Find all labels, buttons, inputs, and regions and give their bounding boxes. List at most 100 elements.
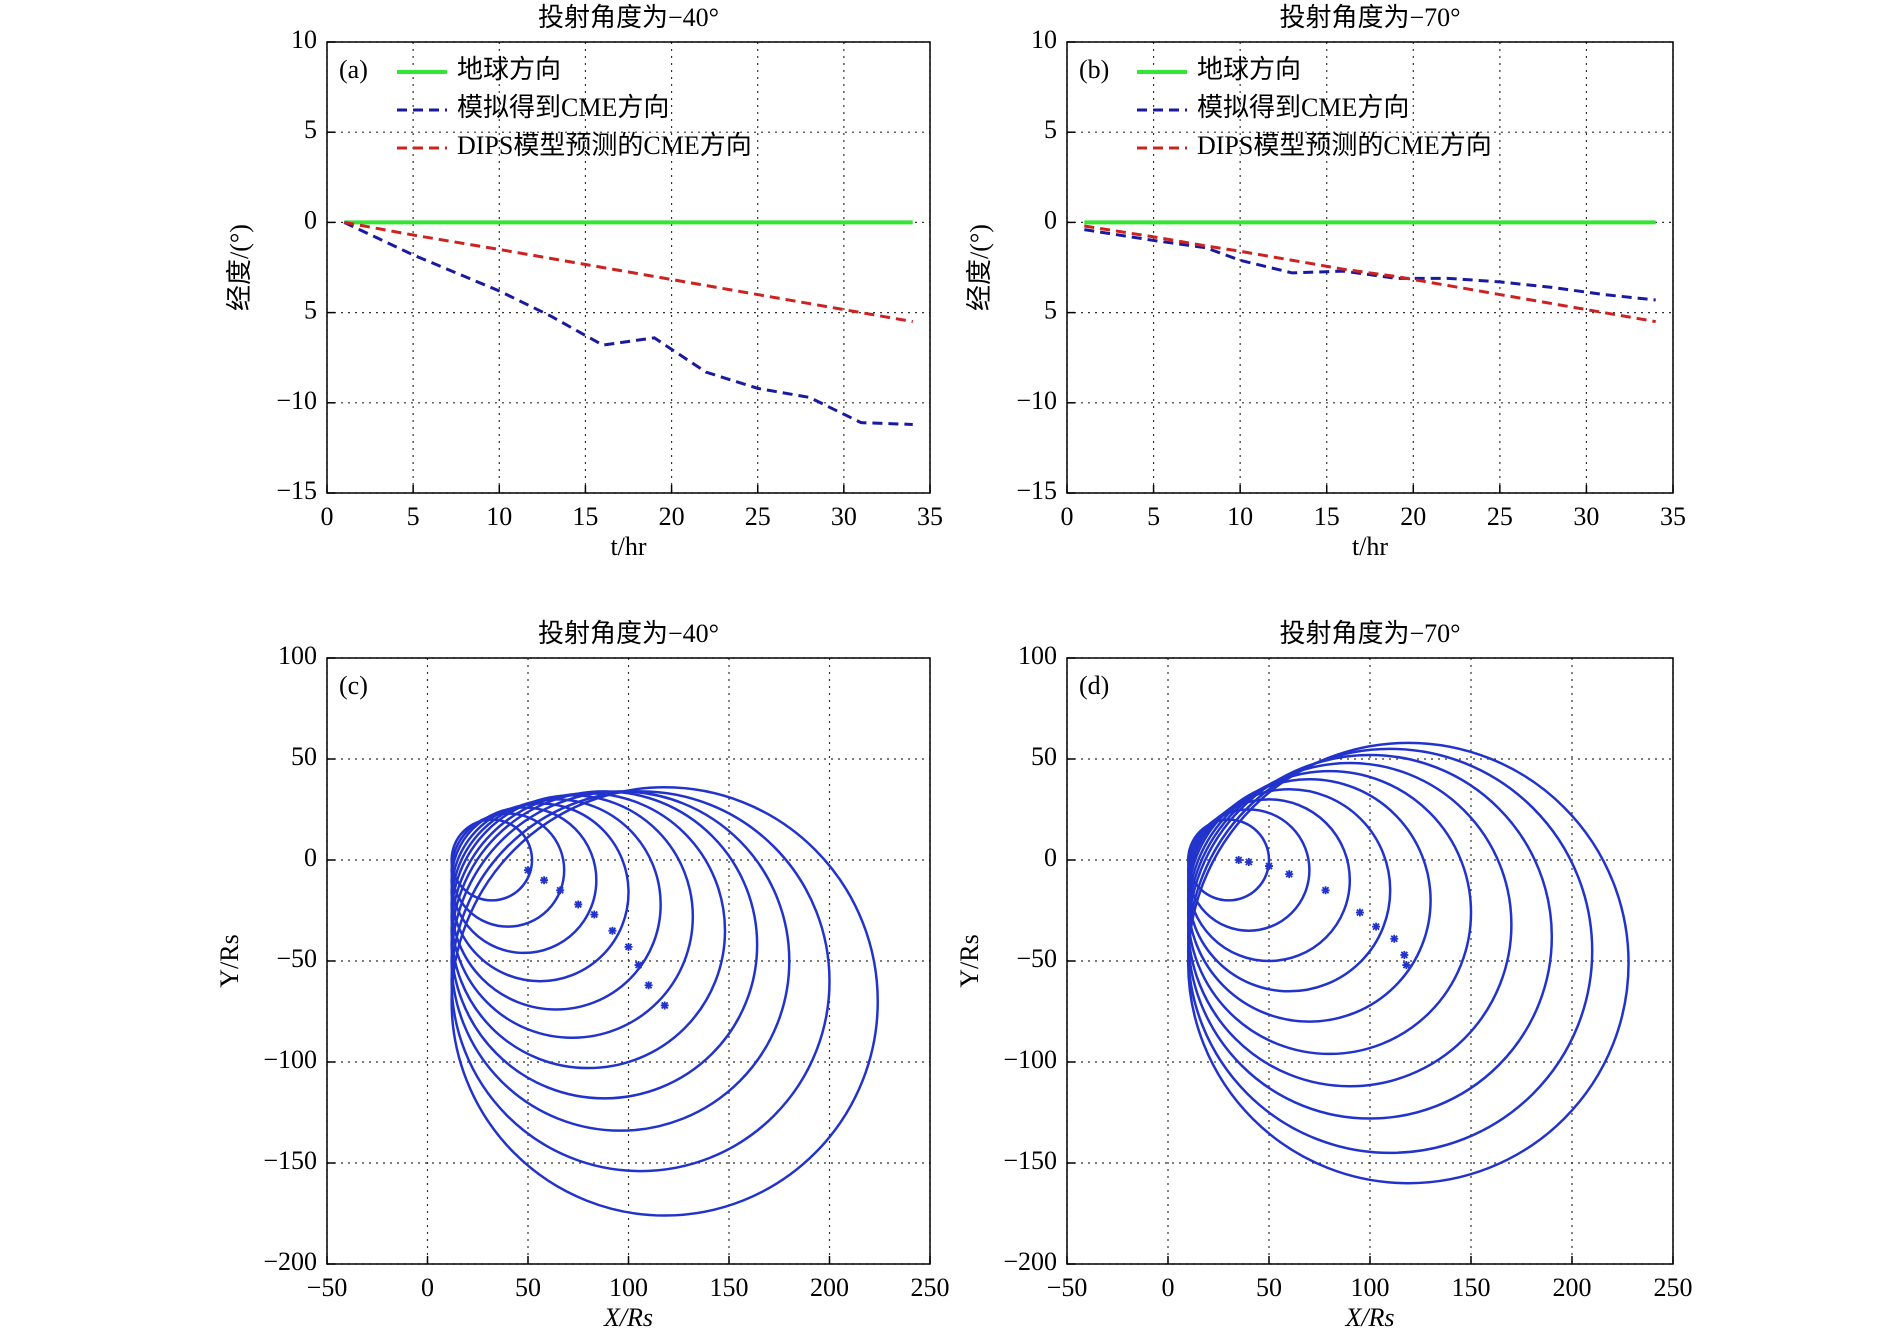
x-tick-label: 50 (515, 1273, 541, 1302)
y-tick-label: 100 (278, 641, 317, 670)
center-marker (556, 886, 565, 895)
center-marker (524, 866, 532, 875)
y-tick-label: −200 (1003, 1247, 1057, 1276)
x-tick-label: 0 (1061, 502, 1074, 531)
subplot: 投射角度为−40° 0 5 10 15 20 25 30 35 −15 −10 5 0 5 10 t/hr 经度… (225, 3, 943, 561)
x-axis-label: t/hr (1352, 532, 1388, 561)
axes-frame (1066, 657, 1674, 1265)
axes-frame (1066, 41, 1674, 494)
y-axis-label: 经度/(°) (225, 224, 254, 311)
cme-circle (1186, 741, 1630, 1185)
center-marker (1400, 950, 1409, 959)
center-marker (634, 961, 643, 970)
center-marker (1402, 961, 1411, 970)
cme-circle (450, 802, 630, 983)
x-tick-label: 20 (659, 502, 685, 531)
x-tick-label: 150 (710, 1273, 749, 1302)
y-tick-label: 5 (1044, 296, 1057, 325)
panel-label: (d) (1079, 671, 1109, 700)
x-tick-label: 250 (1654, 1273, 1693, 1302)
x-tick-label: 25 (1487, 502, 1513, 531)
x-tick-label: 20 (1400, 502, 1426, 531)
cme-circle (450, 794, 695, 1040)
x-tick-label: −50 (1047, 1273, 1088, 1302)
y-tick-label: 50 (291, 742, 317, 771)
x-tick-label: 30 (1573, 502, 1599, 531)
x-tick-label: 15 (572, 502, 598, 531)
x-tick-label: 0 (1162, 1273, 1175, 1302)
x-tick-label: 5 (1147, 502, 1160, 531)
x-tick-label: 50 (1256, 1273, 1282, 1302)
center-marker (624, 942, 633, 951)
y-axis-label: Y/Rs (955, 934, 984, 987)
y-tick-label: 5 (304, 115, 317, 144)
subplot: 投射角度为−40° −50 0 50 100 150 200 250 −200 −150 −100 −… (215, 619, 950, 1332)
center-marker (1285, 870, 1294, 879)
x-tick-label: 10 (486, 502, 512, 531)
center-marker (1234, 856, 1243, 864)
x-tick-label: 35 (917, 502, 943, 531)
x-tick-label: 15 (1314, 502, 1340, 531)
cme-circle (450, 790, 831, 1173)
subplot-title: 投射角度为−40° (538, 619, 719, 648)
x-tick-label: 0 (321, 502, 334, 531)
center-marker (1372, 922, 1381, 931)
x-tick-label: 10 (1227, 502, 1253, 531)
center-marker (1321, 886, 1330, 895)
subplot-title: 投射角度为−70° (1279, 619, 1460, 648)
axes-frame (326, 657, 931, 1265)
x-tick-label: 35 (1660, 502, 1686, 531)
legend-label: 模拟得到CME方向 (457, 93, 669, 122)
y-tick-label: 10 (291, 25, 317, 54)
x-axis-label: t/hr (610, 532, 646, 561)
y-tick-label: 100 (1018, 641, 1057, 670)
center-marker (1355, 908, 1364, 917)
y-tick-label: −100 (263, 1045, 317, 1074)
y-tick-label: 50 (1031, 742, 1057, 771)
center-marker (590, 910, 599, 919)
center-marker (540, 876, 549, 885)
y-tick-label: 0 (1044, 843, 1057, 872)
center-marker (1244, 858, 1253, 867)
y-tick-label: −15 (1016, 476, 1057, 505)
legend-label: 地球方向 (457, 55, 561, 84)
x-tick-label: 150 (1452, 1273, 1491, 1302)
x-tick-label: 5 (407, 502, 420, 531)
x-tick-label: 30 (831, 502, 857, 531)
center-marker (1390, 934, 1399, 943)
center-marker (1265, 862, 1273, 871)
x-tick-label: 200 (1553, 1273, 1592, 1302)
x-tick-label: 250 (911, 1273, 950, 1302)
panel-label: (b) (1079, 55, 1109, 84)
legend-label: DIPS模型预测的CME方向 (457, 131, 752, 160)
cme-circle (450, 790, 759, 1100)
x-tick-label: 200 (810, 1273, 849, 1302)
y-axis-label: Y/Rs (215, 934, 244, 987)
cme-circle (450, 798, 662, 1011)
y-axis-label: 经度/(°) (965, 224, 994, 311)
legend-label: 地球方向 (1197, 55, 1301, 84)
x-tick-label: 100 (609, 1273, 648, 1302)
y-tick-label: −200 (263, 1247, 317, 1276)
y-tick-label: −50 (276, 944, 317, 973)
legend-label: DIPS模型预测的CME方向 (1197, 131, 1492, 160)
y-tick-label: 0 (304, 843, 317, 872)
y-tick-label: 10 (1031, 25, 1057, 54)
x-axis-label: X/Rs (603, 1303, 653, 1332)
line-series (1084, 228, 1656, 302)
line-series (343, 220, 914, 324)
y-tick-label: −10 (276, 386, 317, 415)
y-tick-label: −150 (1003, 1146, 1057, 1175)
subplot-title: 投射角度为−40° (538, 3, 719, 32)
x-tick-label: 100 (1351, 1273, 1390, 1302)
panel-label: (a) (339, 55, 368, 84)
y-tick-label: −100 (1003, 1045, 1057, 1074)
y-tick-label: 0 (1044, 205, 1057, 234)
axes-frame (326, 41, 931, 494)
subplot: 投射角度为−70° −50 0 50 100 150 200 250 −200 −150 −100 −… (955, 619, 1693, 1332)
y-tick-label: 0 (304, 205, 317, 234)
legend-label: 模拟得到CME方向 (1197, 93, 1409, 122)
line-series (343, 221, 913, 426)
subplot: 投射角度为−70° 0 5 10 15 20 25 30 35 −15 −10 5 0 5 10 t/hr 经度… (965, 3, 1686, 561)
